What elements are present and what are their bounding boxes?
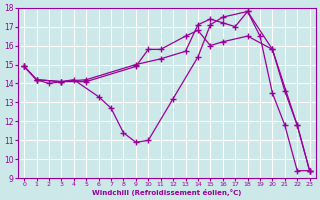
X-axis label: Windchill (Refroidissement éolien,°C): Windchill (Refroidissement éolien,°C) xyxy=(92,189,242,196)
